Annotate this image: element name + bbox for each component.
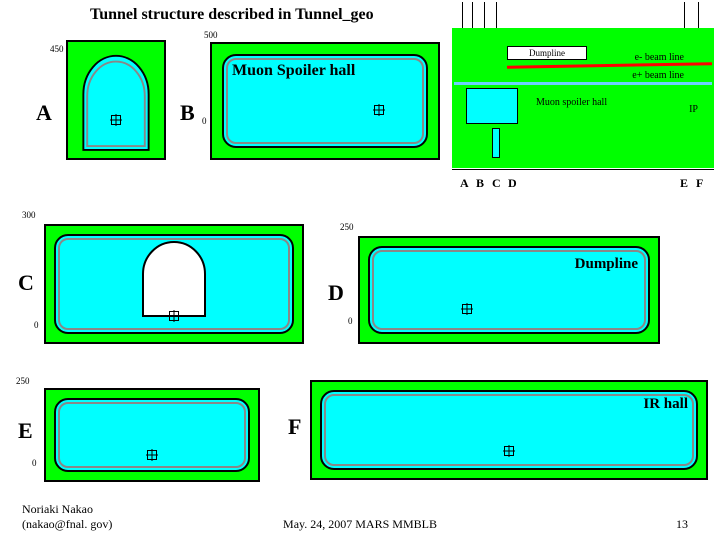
e-plus-label: e+ beam line (632, 70, 684, 81)
panel-f-shape (320, 390, 698, 470)
panel-e (44, 388, 260, 482)
tick-b-top: 500 (204, 30, 218, 40)
tick-e-top: 250 (16, 376, 30, 386)
section-label-c: C (18, 270, 34, 296)
center-mark-f (504, 446, 514, 456)
section-label-b: B (180, 100, 195, 126)
panel-d: Dumpline (358, 236, 660, 344)
panel-b-label: Muon Spoiler hall (232, 62, 355, 80)
panel-c (44, 224, 304, 344)
section-label-e: E (18, 418, 33, 444)
e-minus-label: e- beam line (635, 52, 684, 63)
e-minus-beam (507, 62, 712, 69)
map-vline (496, 2, 497, 28)
author-email: (nakao@fnal. gov) (22, 517, 112, 531)
map-vline (698, 2, 699, 28)
map-axis-c: C (492, 176, 501, 191)
tick-d-mid: 0 (348, 316, 353, 326)
panel-a (66, 40, 166, 160)
author-name: Noriaki Nakao (22, 502, 93, 516)
tick-c-top: 300 (22, 210, 36, 220)
map-stub (492, 128, 500, 158)
center-mark-a (111, 115, 121, 125)
center-mark-d (462, 304, 472, 314)
panel-f-label: IR hall (643, 396, 688, 413)
top-map: Dumpline e- beam line e+ beam line Muon … (452, 28, 714, 168)
map-axis-f: F (696, 176, 703, 191)
panel-c-insert (137, 238, 211, 318)
section-label-a: A (36, 100, 52, 126)
panel-d-label: Dumpline (575, 256, 638, 273)
e-plus-beam (454, 82, 712, 85)
footer-center: May. 24, 2007 MARS MMBLB (283, 517, 437, 532)
map-axis-a: A (460, 176, 469, 191)
tick-c-mid: 0 (34, 320, 39, 330)
footer-page: 13 (676, 517, 688, 532)
map-vline (484, 2, 485, 28)
map-vline (472, 2, 473, 28)
panel-f: IR hall (310, 380, 708, 480)
page-title: Tunnel structure described in Tunnel_geo (90, 6, 374, 24)
center-mark-e (147, 450, 157, 460)
map-ip-label: IP (689, 104, 698, 115)
tick-b-mid: 0 (202, 116, 207, 126)
map-muon-hall (466, 88, 518, 124)
map-vline (462, 2, 463, 28)
map-muon-label: Muon spoiler hall (536, 98, 607, 108)
map-axis-e: E (680, 176, 688, 191)
panel-b: Muon Spoiler hall (210, 42, 440, 160)
tick-e-mid: 0 (32, 458, 37, 468)
map-vline (684, 2, 685, 28)
center-mark-c (169, 311, 179, 321)
map-axis-d: D (508, 176, 517, 191)
tick-d-top: 250 (340, 222, 354, 232)
center-mark-b (374, 105, 384, 115)
section-label-d: D (328, 280, 344, 306)
dumpline-box: Dumpline (507, 46, 587, 60)
map-axis (452, 169, 714, 170)
footer-author: Noriaki Nakao (nakao@fnal. gov) (22, 502, 112, 532)
panel-e-shape (54, 398, 250, 472)
tick-a-top: 450 (50, 44, 64, 54)
panel-a-shape (68, 42, 164, 158)
section-label-f: F (288, 414, 301, 440)
map-axis-b: B (476, 176, 484, 191)
